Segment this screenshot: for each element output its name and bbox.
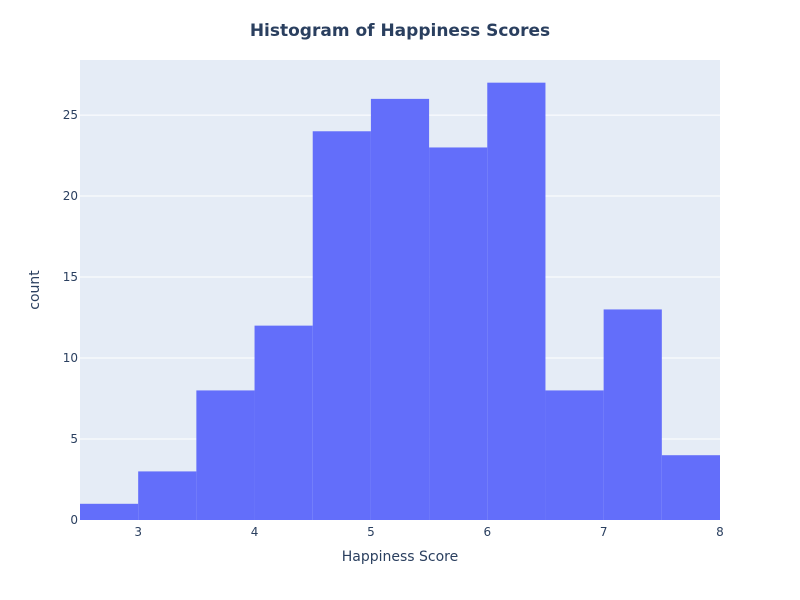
histogram-bar-1 <box>138 471 197 520</box>
y-tick-label-15: 15 <box>63 270 78 284</box>
histogram-bar-5 <box>370 98 430 521</box>
chart-title: Histogram of Happiness Scores <box>250 21 550 41</box>
y-tick-label-20: 20 <box>63 189 78 203</box>
x-tick-label-8: 8 <box>716 525 724 539</box>
histogram-bars <box>80 82 720 521</box>
x-tick-label-3: 3 <box>134 525 142 539</box>
histogram-bar-2 <box>196 390 255 520</box>
y-tick-label-0: 0 <box>70 513 78 527</box>
histogram-bar-10 <box>661 455 720 520</box>
y-tick-label-5: 5 <box>70 432 78 446</box>
histogram-bar-9 <box>603 309 662 520</box>
histogram-bar-6 <box>429 147 488 520</box>
x-tick-label-4: 4 <box>251 525 259 539</box>
y-tick-label-25: 25 <box>63 108 78 122</box>
histogram-bar-3 <box>254 325 313 520</box>
x-axis-ticks: 3 4 5 6 7 8 <box>134 525 723 539</box>
y-tick-label-10: 10 <box>63 351 78 365</box>
histogram-bar-4 <box>312 131 371 520</box>
x-tick-label-5: 5 <box>367 525 375 539</box>
x-tick-label-6: 6 <box>483 525 491 539</box>
y-axis-ticks: 0 5 10 15 20 25 <box>63 108 78 527</box>
histogram-bar-7 <box>487 82 546 520</box>
x-axis-title: Happiness Score <box>342 549 459 565</box>
histogram-bar-8 <box>545 390 604 520</box>
y-axis-title: count <box>27 270 43 310</box>
histogram-bar-0 <box>80 503 139 520</box>
x-tick-label-7: 7 <box>600 525 608 539</box>
